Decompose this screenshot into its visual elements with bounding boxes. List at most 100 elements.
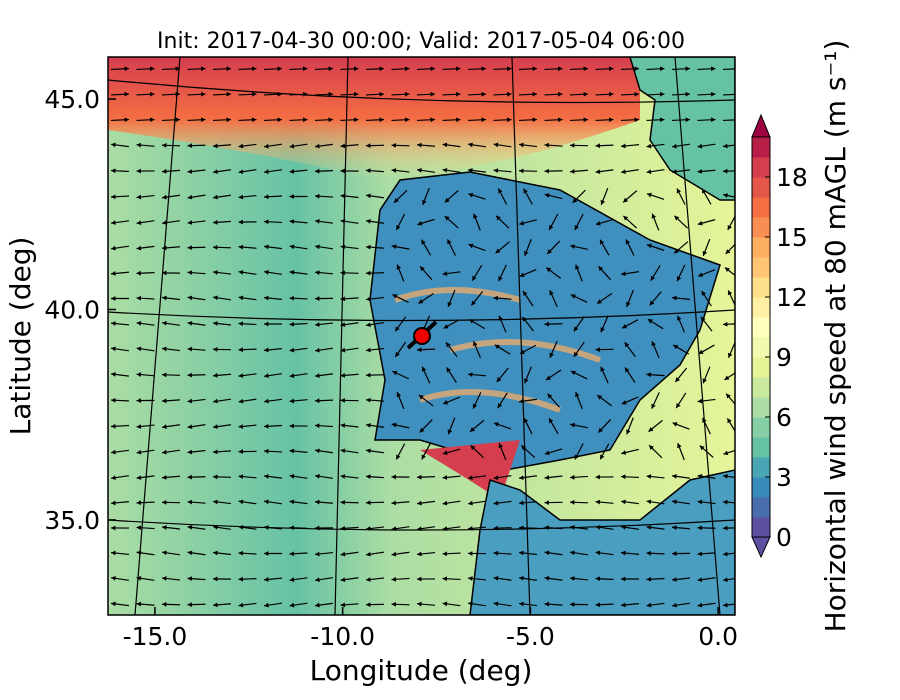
wind-arrow-head: [468, 551, 473, 556]
wind-arrow-head: [391, 500, 397, 506]
wind-arrow-head: [417, 551, 422, 557]
wind-arrow-head: [396, 392, 402, 398]
wind-arrow-head: [494, 344, 500, 350]
wind-arrow-head: [468, 372, 473, 377]
wind-arrow-head: [468, 475, 473, 480]
wind-arrow-head: [519, 601, 524, 607]
wind-arrow-head: [421, 239, 426, 245]
wind-arrow-head: [136, 321, 142, 326]
wind-arrow-head: [430, 91, 435, 97]
wind-arrow-head: [685, 66, 690, 72]
wind-arrow-head: [544, 321, 549, 327]
wind-arrow-head: [697, 473, 703, 479]
wind-arrow-head: [340, 499, 345, 505]
wind-arrow-head: [646, 576, 652, 582]
wind-arrow-head: [340, 143, 346, 149]
wind-arrow-head: [622, 324, 628, 329]
wind-arrow-head: [600, 239, 605, 245]
wind-arrow-head: [264, 143, 269, 149]
wind-arrow-head: [111, 296, 116, 301]
wind-arrow-head: [136, 449, 142, 455]
wind-arrow-head: [723, 577, 728, 583]
wind-arrow-head: [493, 142, 499, 148]
wind-arrow-head: [213, 474, 218, 480]
wind-arrow-head: [646, 474, 652, 479]
wind-arrow-head: [595, 220, 601, 226]
meridian: [134, 57, 181, 615]
wind-arrow-head: [366, 168, 371, 174]
wind-arrow-head: [315, 448, 320, 454]
wind-arrow-head: [595, 602, 601, 608]
wind-arrow-head: [187, 602, 192, 608]
wind-arrow-head: [187, 372, 192, 378]
wind-arrow-head: [187, 220, 193, 225]
wind-arrow-head: [647, 319, 653, 324]
wind-arrow-head: [392, 370, 398, 376]
colorbar-segment: [752, 297, 770, 318]
wind-arrow-head: [396, 225, 401, 231]
wind-arrow-head: [724, 267, 730, 273]
wind-arrow-head: [519, 168, 524, 174]
graticule: [108, 57, 735, 615]
colorbar-tick-label: 18: [776, 163, 808, 192]
wind-arrow-head: [264, 499, 269, 505]
x-tick-label: -5.0: [506, 622, 555, 651]
wind-arrow-head: [366, 474, 371, 480]
wind-arrow-head: [723, 193, 728, 198]
wind-arrow-head: [672, 602, 677, 608]
wind-arrow-head: [213, 449, 218, 455]
wind-arrow-head: [366, 397, 371, 403]
wind-arrow-head: [111, 575, 116, 581]
colorbar-frame: [751, 136, 771, 538]
wind-arrow-head: [391, 168, 397, 173]
wind-arrow-head: [600, 454, 605, 460]
wind-arrow-head: [238, 474, 244, 479]
wind-arrow-head: [394, 197, 399, 203]
wind-arrow-head: [570, 370, 576, 376]
wind-arrow-head: [723, 525, 728, 531]
wind-arrow-head: [710, 117, 716, 123]
wind-arrow-head: [646, 169, 652, 175]
wind-arrow-head: [497, 403, 503, 409]
wind-arrow-head: [723, 143, 728, 149]
wind-arrow-head: [366, 500, 371, 506]
wind-arrow-head: [136, 475, 142, 480]
x-tick-label: 0.0: [698, 622, 738, 651]
wind-arrow-head: [519, 500, 524, 506]
wind-arrow-head: [646, 243, 652, 249]
wind-arrow-head: [315, 577, 320, 583]
wind-arrow-head: [523, 417, 529, 423]
wind-arrow-head: [213, 143, 218, 149]
wind-arrow-head: [697, 525, 702, 531]
wind-arrow-head: [544, 500, 549, 505]
wind-arrow-head: [111, 168, 116, 174]
colorbar-segment: [752, 197, 770, 218]
wind-arrow-head: [595, 143, 600, 149]
wind-arrow-head: [570, 168, 575, 174]
colorbar-segment: [752, 337, 770, 358]
wind-arrow-head: [124, 66, 129, 72]
wind-arrow-head: [391, 474, 396, 480]
wind-arrow-head: [608, 91, 614, 97]
wind-arrow-head: [672, 525, 677, 531]
y-tick-label: 40.0: [44, 295, 100, 324]
colorbar-segment: [752, 317, 770, 338]
wind-arrow-head: [493, 168, 499, 173]
wind-arrow-head: [366, 218, 371, 224]
colorbar-tick-label: 6: [776, 403, 792, 432]
wind-arrow-head: [162, 320, 167, 326]
wind-arrow-head: [621, 499, 626, 505]
wind-arrow-head: [442, 271, 448, 276]
wind-arrow-head: [264, 398, 269, 404]
wind-arrow-head: [353, 91, 359, 97]
wind-arrow-head: [595, 474, 600, 480]
wind-arrow-head: [111, 550, 116, 556]
wind-arrow-head: [595, 169, 601, 174]
wind-arrow-head: [651, 341, 656, 347]
map-area: [108, 57, 735, 615]
wind-arrow-head: [366, 347, 371, 353]
wind-arrow-head: [598, 266, 604, 272]
wind-arrow-head: [391, 244, 397, 250]
wind-arrow-head: [506, 117, 512, 123]
wind-arrow-head: [493, 575, 499, 581]
